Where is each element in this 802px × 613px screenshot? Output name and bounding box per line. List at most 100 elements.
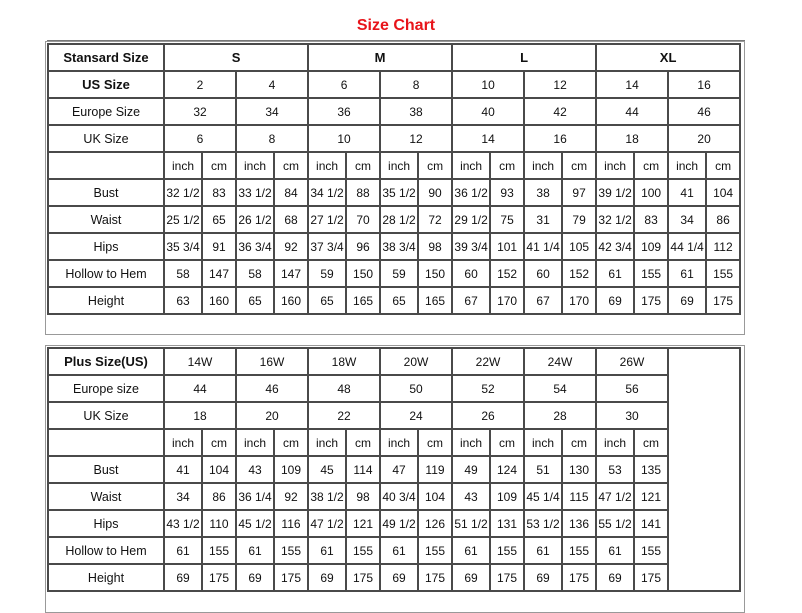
measure-value: 170 (489, 286, 526, 315)
measure-value: 155 (273, 536, 309, 565)
size-group-XL: XL (595, 43, 742, 72)
table-row: Hips 35 3/4 91 36 3/4 92 37 3/4 96 38 3/4 98 39 3… (47, 232, 742, 261)
header-label: Stansard Size (47, 43, 165, 72)
table-row: inch cm inch cm inch cm inch cm inch cm inch cm inch… (47, 151, 742, 180)
measure-value: 115 (561, 482, 597, 511)
measure-value: 112 (705, 232, 742, 261)
measure-value: 170 (561, 286, 598, 315)
measure-value: 53 1/2 (523, 509, 563, 538)
measure-value: 165 (345, 286, 382, 315)
row-label: Europe size (47, 374, 165, 403)
plus-size-table: Plus Size(US) 14W 16W 18W 20W 22W 24W 26W Europe… (47, 347, 741, 592)
measure-value: 69 (451, 563, 491, 592)
unit-header: cm (345, 151, 382, 180)
size-value: 12 (523, 70, 598, 99)
measure-value: 69 (595, 563, 635, 592)
row-label: Hips (47, 232, 165, 261)
unit-header: inch (451, 151, 492, 180)
measure-value: 31 (523, 205, 564, 234)
row-label: Height (47, 286, 165, 315)
size-value: 42 (523, 97, 598, 126)
measure-value: 175 (201, 563, 237, 592)
measure-value: 61 (379, 536, 419, 565)
measure-value: 44 1/4 (667, 232, 708, 261)
measure-value: 70 (345, 205, 382, 234)
measure-value: 69 (667, 286, 708, 315)
size-value: 46 (667, 97, 742, 126)
measure-value: 69 (595, 286, 636, 315)
table-row: Hollow to Hem 58 147 58 147 59 150 59 150 60 152 60… (47, 259, 742, 288)
blank-column (667, 347, 741, 592)
measure-value: 109 (489, 482, 525, 511)
measure-value: 91 (201, 232, 237, 261)
measure-value: 101 (489, 232, 526, 261)
plus-size-24W: 24W (523, 347, 597, 376)
unit-header: cm (345, 428, 381, 457)
measure-value: 47 1/2 (595, 482, 635, 511)
measure-value: 58 (163, 259, 203, 288)
measure-value: 68 (272, 205, 310, 234)
measure-value: 69 (235, 563, 275, 592)
standard-frame (45, 41, 745, 335)
plus-size-14W: 14W (163, 347, 237, 376)
measure-value: 58 (235, 259, 275, 288)
row-label: UK Size (47, 401, 165, 430)
measure-value: 34 (163, 482, 203, 511)
measure-value: 69 (307, 563, 347, 592)
measure-value: 43 (235, 455, 275, 484)
unit-header: inch (379, 428, 419, 457)
size-value: 32 (163, 97, 237, 126)
measure-value: 135 (633, 455, 669, 484)
measure-value: 100 (633, 178, 670, 207)
measure-value: 59 (307, 259, 348, 288)
measure-value: 37 3/4 (307, 232, 348, 261)
measure-value: 83 (633, 205, 670, 234)
measure-value: 175 (633, 286, 670, 315)
plus-size-26W: 26W (595, 347, 669, 376)
size-value: 16 (667, 70, 742, 99)
measure-value: 61 (235, 536, 275, 565)
measure-value: 39 1/2 (595, 178, 636, 207)
size-value: 56 (595, 374, 669, 403)
row-label: UK Size (47, 124, 165, 153)
measure-value: 67 (523, 286, 564, 315)
size-value: 38 (379, 97, 454, 126)
measure-value: 60 (523, 259, 564, 288)
standard-size-table: Stansard Size S M L XL US Size 2 4 6 8 10 12 14 16 Eur… (47, 43, 742, 315)
row-label: Hollow to Hem (47, 536, 165, 565)
measure-value: 69 (163, 563, 203, 592)
size-value: 44 (163, 374, 237, 403)
table-row: Bust 41 104 43 109 45 114 47 119 49 124 51 130 53 135 (47, 455, 740, 484)
measure-value: 32 1/2 (163, 178, 203, 207)
row-label: Bust (47, 178, 165, 207)
measure-value: 45 1/2 (235, 509, 275, 538)
measure-value: 136 (561, 509, 597, 538)
measure-value: 26 1/2 (235, 205, 275, 234)
unit-header: inch (595, 151, 636, 180)
measure-value: 88 (345, 178, 382, 207)
unit-header: inch (163, 151, 203, 180)
size-value: 40 (451, 97, 526, 126)
table-row: Europe size 44 46 48 50 52 54 56 (47, 374, 740, 403)
measure-value: 61 (667, 259, 708, 288)
unit-header: cm (633, 151, 670, 180)
measure-value: 150 (345, 259, 382, 288)
size-value: 8 (379, 70, 454, 99)
measure-value: 114 (345, 455, 381, 484)
header-label: Plus Size(US) (47, 347, 165, 376)
unit-header: cm (561, 151, 598, 180)
measure-value: 61 (451, 536, 491, 565)
unit-header: inch (163, 428, 203, 457)
measure-value: 152 (561, 259, 598, 288)
measure-value: 63 (163, 286, 203, 315)
unit-header: cm (417, 151, 454, 180)
measure-value: 98 (417, 232, 454, 261)
size-value: 2 (163, 70, 237, 99)
measure-value: 49 (451, 455, 491, 484)
measure-value: 155 (705, 259, 742, 288)
size-value: 18 (163, 401, 237, 430)
unit-header: cm (633, 428, 669, 457)
size-value: 12 (379, 124, 454, 153)
table-row: UK Size 18 20 22 24 26 28 30 (47, 401, 740, 430)
plus-size-22W: 22W (451, 347, 525, 376)
